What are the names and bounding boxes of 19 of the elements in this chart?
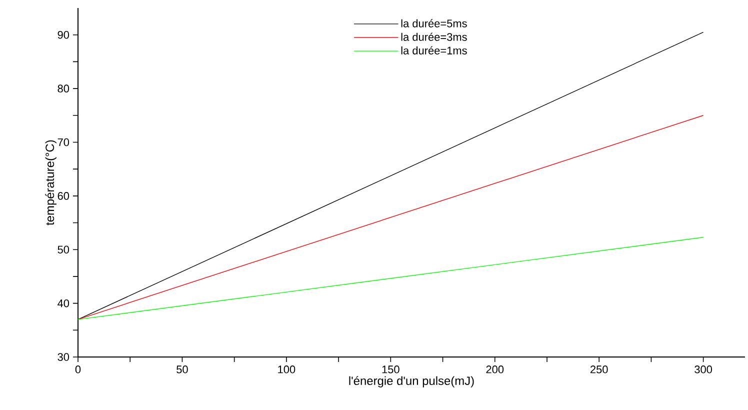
y-tick-label: 90 [58, 30, 70, 39]
y-tick-label: 80 [58, 84, 70, 92]
legend-label: la durée=3ms [401, 32, 467, 41]
legend-label: la durée=5ms [401, 19, 467, 28]
y-tick-label: 50 [58, 246, 70, 254]
y-tick-label: 70 [58, 138, 70, 146]
y-tick-label: 30 [58, 353, 70, 361]
legend-label: la durée=1ms [401, 46, 467, 54]
y-axis-title: température(°C) [45, 140, 56, 226]
x-tick-label: 100 [278, 366, 296, 374]
x-tick-label: 300 [694, 366, 712, 374]
y-tick-label: 60 [58, 192, 70, 200]
x-axis-title: l'énergie d'un pulse(mJ) [349, 376, 474, 388]
y-tick-label: 40 [58, 299, 70, 308]
x-tick-label: 0 [75, 366, 81, 374]
x-tick-label: 200 [486, 366, 504, 374]
x-tick-label: 150 [382, 366, 400, 374]
x-tick-label: 250 [590, 366, 608, 374]
x-tick-label: 50 [176, 366, 188, 374]
